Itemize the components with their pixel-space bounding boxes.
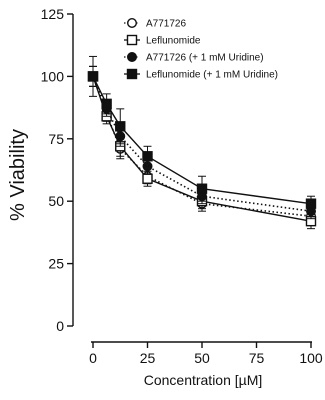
series-layer [87,55,317,230]
y-axis-title: % Viability [7,129,29,221]
legend-marker-0 [126,18,137,29]
x-tick-label-4: 100 [299,350,323,366]
data-point-3-3 [142,151,153,162]
legend-label-0: A771726 [146,19,186,30]
y-tick-label-1: 25 [48,256,64,272]
legend-label-2: A771726 (+ 1 mM Uridine) [146,53,264,64]
x-axis-title: Concentration [µM] [144,372,263,388]
legend-label-3: Leflunomide (+ 1 mM Uridine) [146,70,278,81]
y-tick-label-4: 100 [41,68,65,84]
x-tick-label-0: 0 [89,350,97,366]
data-point-3-4 [196,183,208,194]
data-point-3-0 [87,71,99,82]
x-tick-label-3: 75 [249,350,265,366]
legend-marker-1 [126,34,138,46]
x-tick-label-1: 25 [140,350,156,366]
legend-item-0: A771726 [124,18,186,30]
data-point-3-1 [101,98,112,110]
x-tick-label-2: 50 [194,350,210,366]
legend-item-2: A771726 (+ 1 mM Uridine) [124,52,264,64]
data-point-1-3 [142,173,153,184]
legend-item-1: Leflunomide [124,34,201,47]
y-tick-label-5: 125 [41,6,65,22]
series-3 [87,55,317,212]
legend-item-3: Leflunomide (+ 1 mM Uridine) [124,68,278,81]
legend-label-1: Leflunomide [146,36,201,47]
legend: A771726 Leflunomide A771726 (+ 1 mM Uridin… [124,18,278,81]
legend-marker-2 [126,52,137,63]
data-point-3-2 [115,121,126,132]
series-1 [87,65,317,230]
y-tick-label-3: 75 [48,131,64,147]
data-point-3-5 [305,198,317,209]
legend-marker-3 [126,68,138,80]
y-tick-label-0: 0 [56,318,64,334]
axes: 0 25 50 75 100 125 0 25 50 75 100 [41,6,323,366]
y-tick-label-2: 50 [48,193,64,209]
